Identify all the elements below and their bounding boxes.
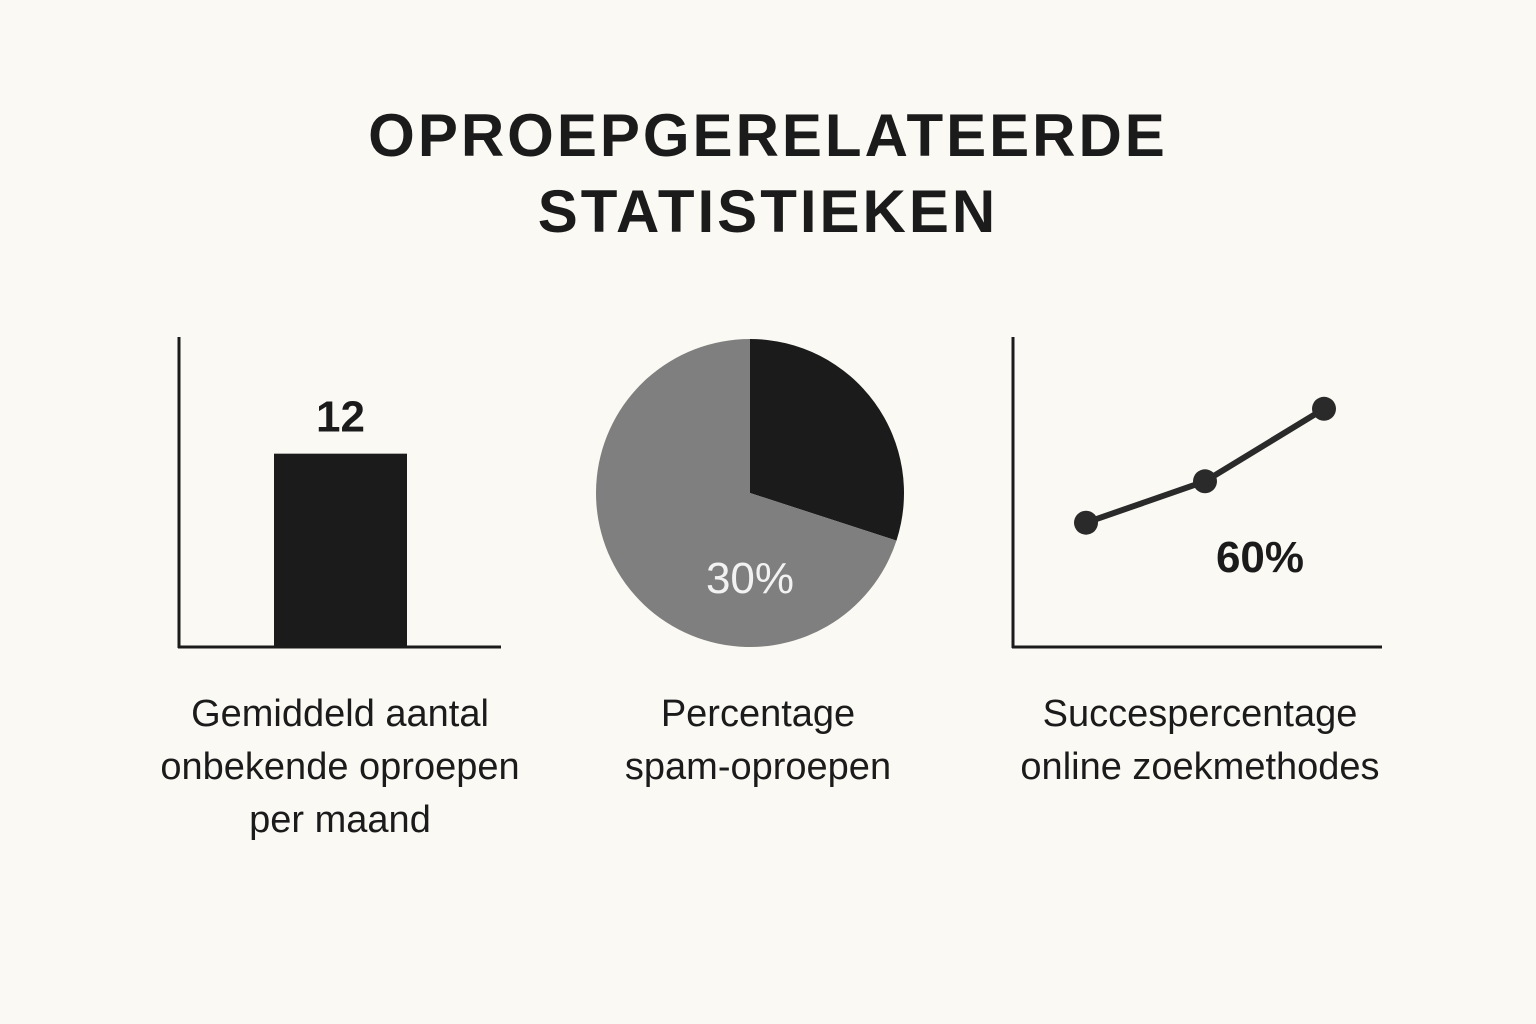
pie-caption: Percentage spam-oproepen xyxy=(508,688,1008,794)
bar-caption-line: per maand xyxy=(249,799,431,841)
pie-caption-line: spam-oproepen xyxy=(624,746,892,788)
bar-data-label: 12 xyxy=(316,393,365,442)
pie-chart: 30% xyxy=(596,339,904,647)
line-data-label: 60% xyxy=(1216,533,1304,582)
data-point xyxy=(1312,396,1336,421)
pie-slice-1 xyxy=(596,339,897,647)
line-chart: 60% xyxy=(1011,337,1382,649)
pie-data-label: 30% xyxy=(706,554,794,603)
bar xyxy=(274,453,407,647)
pie-slice-0 xyxy=(750,339,904,541)
line-caption: Succespercentage online zoekmethodes xyxy=(950,688,1450,794)
data-point xyxy=(1193,469,1217,494)
title-line-1: OPROEPGERELATEERDE xyxy=(368,102,1168,169)
pie-caption-line: Percentage xyxy=(660,693,856,735)
data-point xyxy=(1074,510,1098,535)
bar-caption-line: onbekende oproepen xyxy=(160,746,520,788)
line-caption-line: Succespercentage xyxy=(1042,693,1358,735)
bar-chart: 12 xyxy=(177,337,501,649)
page-title: OPROEPGERELATEERDE STATISTIEKEN xyxy=(0,98,1536,250)
title-line-2: STATISTIEKEN xyxy=(537,178,999,245)
bar-caption: Gemiddeld aantal onbekende oproepen per … xyxy=(90,688,590,847)
bar-caption-line: Gemiddeld aantal xyxy=(191,693,489,735)
line-caption-line: online zoekmethodes xyxy=(1020,746,1380,788)
series-line xyxy=(1085,406,1326,526)
